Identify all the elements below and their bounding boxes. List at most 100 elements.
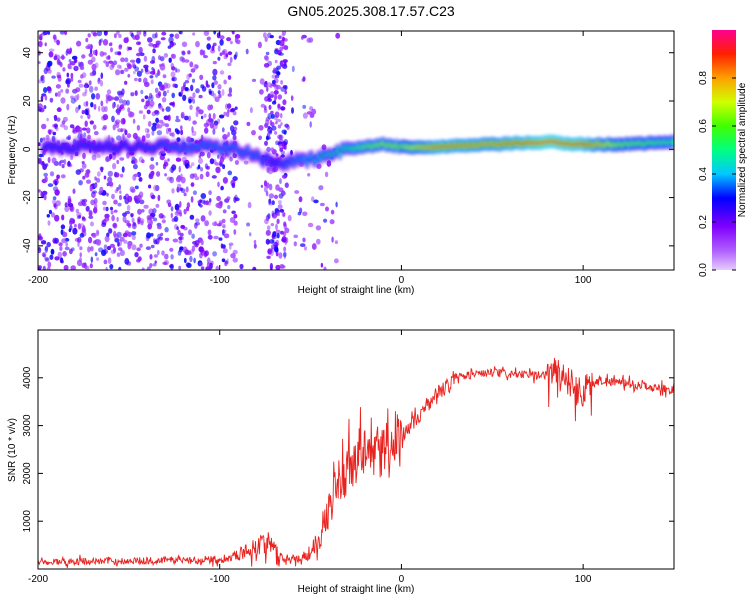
spectrogram-cell	[169, 176, 175, 184]
spectrogram-cell	[156, 171, 161, 177]
spectrogram-cell	[217, 118, 221, 124]
spectrogram-cell	[104, 213, 110, 219]
spectrogram-cell	[158, 105, 163, 110]
spectrogram-cell	[149, 70, 156, 75]
spectrogram-cell	[266, 255, 271, 259]
spectrogram-cell	[70, 77, 74, 82]
spectrogram-cell	[136, 124, 141, 131]
spectrogram-cell	[164, 173, 168, 177]
spectrogram-cell	[46, 86, 52, 92]
spectrogram-cell	[147, 120, 152, 127]
spectrogram-cell	[52, 131, 57, 136]
spectrogram-cell	[56, 39, 60, 46]
spectrogram-cell	[188, 165, 193, 169]
spectrogram-cell	[260, 103, 266, 108]
spectrogram-cell	[154, 87, 159, 94]
spectrogram-cell	[263, 186, 268, 193]
spectrogram-cell	[206, 165, 210, 170]
spectrogram-cell	[86, 169, 91, 174]
spectrogram-cell	[54, 237, 59, 244]
spectrogram-cell	[194, 243, 199, 248]
spectrogram-cell	[263, 180, 268, 187]
spectrogram-cell	[100, 100, 104, 107]
spectrogram-cell	[189, 214, 195, 220]
spectrogram-cell	[107, 257, 112, 265]
spectrogram-cell	[82, 175, 86, 180]
spectrogram-cell	[205, 266, 211, 270]
spectrogram-cell	[150, 170, 155, 176]
spectrogram-cell	[87, 246, 91, 253]
spectrogram-cell	[278, 35, 282, 39]
spectrogram-cell	[233, 229, 237, 235]
spectrogram-cell	[137, 216, 141, 223]
spectrogram-cell	[54, 180, 58, 186]
spectrogram-cell	[257, 41, 262, 49]
spectrogram-cell	[95, 49, 98, 56]
spectrogram-cell	[127, 243, 132, 250]
spectrogram-cell	[224, 261, 228, 267]
spectrogram-cell	[86, 127, 91, 134]
colorbar-tick-label: 0.2	[698, 215, 709, 229]
spectrogram-cell	[151, 194, 156, 200]
spectrogram-cell	[118, 184, 122, 190]
spectrogram-cell	[85, 45, 91, 50]
spectrogram-cell	[185, 186, 189, 193]
spectrogram-cell	[142, 114, 146, 120]
spectrogram-cell	[200, 115, 204, 120]
spectrogram-image	[38, 31, 674, 270]
spectrogram-cell	[184, 87, 189, 91]
spectrogram-cell	[119, 157, 125, 161]
spectrogram-cell	[222, 248, 228, 254]
spectrogram-cell	[279, 208, 285, 213]
spectrogram-cell	[70, 95, 74, 99]
spectrogram-cell	[88, 52, 93, 58]
spectrogram-cell	[230, 107, 236, 112]
spectrogram-cell	[124, 210, 131, 215]
spectrogram-cell	[41, 123, 47, 130]
spectrogram-cell	[276, 212, 281, 217]
spectrogram-cell	[126, 36, 129, 43]
spectrogram-cell	[90, 256, 94, 263]
spectrogram-cell	[227, 108, 230, 114]
spectrogram-cell	[266, 225, 271, 230]
spectrogram-cell	[53, 115, 58, 119]
spectrogram-cell	[89, 72, 95, 77]
spectrogram-cell	[127, 73, 131, 78]
spectrogram-cell	[271, 125, 277, 131]
spectrogram-cell	[323, 218, 328, 223]
spectrogram-cell	[284, 90, 288, 95]
spectrogram-cell	[87, 33, 91, 38]
spectrogram-cell	[38, 189, 41, 193]
spectrogram-cell	[73, 223, 77, 228]
spectrogram-cell	[118, 106, 122, 112]
spectrogram-cell	[161, 250, 165, 256]
spectrogram-cell	[169, 263, 174, 270]
spectrogram-cell	[64, 246, 70, 251]
spectrogram-cell	[190, 68, 196, 73]
colorbar-tick-label: 0.6	[698, 119, 709, 133]
spectrogram-cell	[88, 215, 94, 219]
spectrogram-cell	[78, 61, 81, 67]
spectrogram-cell	[50, 212, 56, 218]
colorbar-tick-label: 0.4	[698, 167, 709, 181]
spectrogram-cell	[47, 69, 52, 74]
spectrogram-cell	[189, 104, 193, 110]
spectrogram-cell	[86, 179, 91, 184]
spectrogram-cell	[73, 58, 78, 63]
spectrogram-cell	[181, 113, 184, 119]
spectrogram-cell	[62, 231, 68, 238]
spectrogram-cell	[53, 123, 58, 128]
spectrogram-cell	[140, 68, 144, 73]
spectrogram-cell	[282, 85, 287, 89]
spectrogram-cell	[300, 36, 304, 40]
spectrogram-cell	[149, 164, 155, 170]
spectrogram-cell	[93, 103, 97, 110]
spectrogram-cell	[129, 59, 136, 63]
spectrogram-cell	[137, 41, 141, 45]
spectrogram-cell	[143, 64, 149, 69]
spectrogram-cell	[107, 245, 111, 251]
spectrogram-cell	[211, 175, 217, 179]
spectrogram-cell	[59, 246, 63, 251]
spectrogram-cell	[227, 131, 230, 138]
spectrogram-cell	[102, 125, 107, 130]
